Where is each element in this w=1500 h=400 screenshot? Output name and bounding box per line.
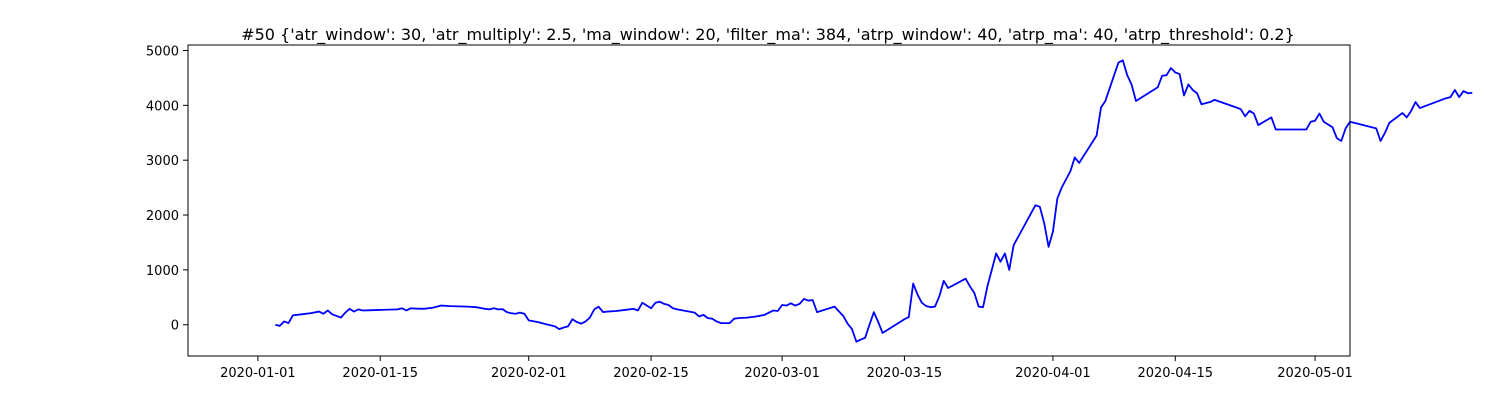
y-tick-label: 1000 (146, 264, 179, 279)
x-tick-label: 2020-01-15 (342, 366, 418, 381)
y-axis: 0 1000 2000 3000 4000 5000 (146, 44, 188, 334)
y-tick-label: 4000 (146, 99, 179, 114)
x-axis: 2020-01-01 2020-01-15 2020-02-01 2020-02-15… (220, 356, 1353, 381)
x-tick-label: 2020-02-01 (491, 366, 567, 381)
x-tick-label: 2020-01-01 (220, 366, 296, 381)
x-tick-label: 2020-03-15 (867, 366, 943, 381)
x-tick-label: 2020-04-15 (1137, 366, 1213, 381)
y-tick-label: 2000 (146, 209, 179, 224)
plot-area (275, 59, 1473, 343)
series-line (275, 59, 1473, 343)
y-tick-label: 5000 (146, 44, 179, 59)
plot-frame (187, 44, 1351, 357)
x-tick-label: 2020-05-01 (1277, 366, 1353, 381)
y-tick-label: 3000 (146, 154, 179, 169)
x-tick-label: 2020-03-01 (744, 366, 820, 381)
x-tick-label: 2020-02-15 (613, 366, 689, 381)
x-tick-label: 2020-04-01 (1015, 366, 1091, 381)
y-tick-label: 0 (171, 319, 179, 334)
chart-title: #50 {'atr_window': 30, 'atr_multiply': 2… (241, 25, 1295, 45)
